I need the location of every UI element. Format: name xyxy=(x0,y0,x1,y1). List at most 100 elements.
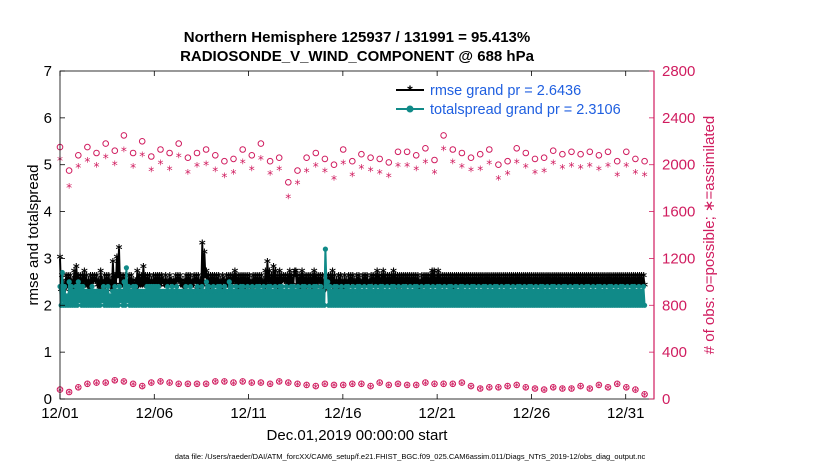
rmse-point: * xyxy=(160,276,167,291)
obs-possible-point xyxy=(303,154,310,161)
rmse-point: * xyxy=(400,271,407,286)
rmse-point: * xyxy=(524,271,531,286)
totalspread-point xyxy=(453,283,459,290)
totalspread-point xyxy=(620,283,626,290)
rmse-point: * xyxy=(276,267,283,282)
totalspread-point xyxy=(359,288,365,294)
rmse-point: * xyxy=(159,276,166,291)
rmse-point: * xyxy=(168,276,175,291)
rmse-point: * xyxy=(396,271,403,286)
obs-assimilated-point: * xyxy=(596,380,602,394)
obs-possible-point xyxy=(285,179,292,186)
rmse-point: * xyxy=(119,281,126,296)
obs-assimilated-point: * xyxy=(331,380,337,394)
totalspread-point xyxy=(336,288,342,294)
legend-rmse-label: rmse grand pr = 2.6436 xyxy=(430,83,581,99)
rmse-point: * xyxy=(520,271,527,286)
obs-assimilated-point: * xyxy=(395,160,401,174)
totalspread-point xyxy=(418,283,425,290)
obs-assimilated-point: * xyxy=(148,165,154,179)
totalspread-point xyxy=(558,288,564,294)
totalspread-point xyxy=(73,283,79,290)
obs-assimilated-point: * xyxy=(386,380,392,394)
obs-possible-point xyxy=(157,378,164,385)
obs-assimilated-point: * xyxy=(441,144,447,158)
rmse-point: * xyxy=(164,276,171,291)
totalspread-point xyxy=(203,279,209,285)
totalspread-point xyxy=(588,288,594,294)
rmse-point: * xyxy=(349,271,356,286)
obs-assimilated-point: * xyxy=(240,377,246,391)
rmse-point: * xyxy=(640,271,647,286)
y-right-tick-label: 1600 xyxy=(662,204,695,221)
obs-possible-point xyxy=(403,148,411,156)
totalspread-point xyxy=(601,283,608,290)
rmse-point: * xyxy=(469,271,476,286)
obs-assimilated-point: * xyxy=(486,383,492,397)
y-right-tick-label: 0 xyxy=(662,391,670,408)
obs-possible-point xyxy=(138,138,146,145)
rmse-point: * xyxy=(514,271,521,286)
rmse-point: * xyxy=(157,281,164,296)
rmse-point: * xyxy=(339,276,346,291)
y-left-tick-label: 5 xyxy=(44,157,52,174)
rmse-point: * xyxy=(394,271,401,286)
totalspread-point xyxy=(350,283,356,290)
obs-assimilated-point: * xyxy=(422,378,428,392)
obs-possible-point xyxy=(568,148,575,156)
obs-assimilated-point: * xyxy=(550,158,556,172)
obs-possible-point xyxy=(321,155,329,163)
rmse-point: * xyxy=(439,271,446,286)
totalspread-point xyxy=(123,265,129,271)
obs-possible-point xyxy=(641,391,648,398)
obs-assimilated-point: * xyxy=(477,384,483,398)
totalspread-point xyxy=(142,288,148,294)
rmse-point: * xyxy=(162,271,169,286)
totalspread-point xyxy=(466,288,473,294)
rmse-point: * xyxy=(591,271,598,286)
obs-possible-point xyxy=(458,379,466,386)
rmse-point: * xyxy=(141,281,148,296)
totalspread-point xyxy=(114,288,120,294)
rmse-point: * xyxy=(347,271,354,286)
obs-possible-point xyxy=(632,155,639,163)
obs-possible-point xyxy=(376,379,384,386)
obs-assimilated-point: * xyxy=(322,166,328,180)
totalspread-point xyxy=(75,279,81,285)
obs-assimilated-point: * xyxy=(276,163,282,177)
totalspread-point xyxy=(380,283,386,290)
totalspread-point xyxy=(565,288,571,294)
obs-assimilated-point: * xyxy=(541,166,547,180)
rmse-point: * xyxy=(435,267,442,282)
obs-possible-point xyxy=(540,154,548,161)
rmse-point: * xyxy=(445,271,452,286)
rmse-point: * xyxy=(595,271,602,286)
rmse-point: * xyxy=(107,276,114,291)
totalspread-point xyxy=(391,283,397,290)
obs-possible-point xyxy=(349,157,356,165)
rmse-point: * xyxy=(116,243,123,258)
obs-possible-point xyxy=(486,146,493,153)
obs-possible-point xyxy=(531,385,539,392)
totalspread-point xyxy=(624,283,631,290)
obs-assimilated-point: * xyxy=(413,163,419,177)
totalspread-point xyxy=(581,288,587,294)
rmse-point: * xyxy=(538,271,545,286)
rmse-point: * xyxy=(109,257,116,272)
rmse-point: * xyxy=(166,271,173,286)
rmse-point: * xyxy=(461,271,468,286)
rmse-point: * xyxy=(161,281,168,296)
obs-possible-point xyxy=(248,152,256,159)
rmse-point: * xyxy=(201,248,208,263)
rmse-point: * xyxy=(620,271,627,286)
totalspread-point xyxy=(174,283,180,290)
obs-assimilated-point: * xyxy=(349,169,355,183)
obs-assimilated-point: * xyxy=(176,151,182,165)
rmse-point: * xyxy=(257,276,264,291)
rmse-point: * xyxy=(518,271,525,286)
totalspread-point xyxy=(115,302,121,308)
obs-possible-point xyxy=(604,384,612,391)
obs-possible-point xyxy=(294,167,301,174)
rmse-point: * xyxy=(536,271,543,286)
totalspread-point xyxy=(441,283,447,290)
